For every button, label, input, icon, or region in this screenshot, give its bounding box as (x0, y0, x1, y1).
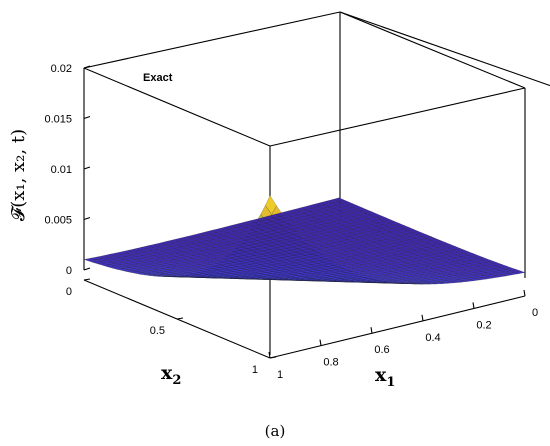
x1-tick-label: 0.8 (323, 357, 338, 369)
z-tick-mark (83, 166, 91, 170)
z-tick-mark (83, 216, 91, 221)
box-edge-back-top-left (83, 11, 341, 69)
x1-tick-label: 0.6 (374, 344, 389, 356)
x1-tick-label: 0 (532, 307, 538, 319)
x2-tick-label: 0 (66, 286, 72, 298)
figure-caption: (a) (265, 422, 286, 440)
x2-axis-label: x2 (161, 362, 181, 388)
x1-axis-label: x1 (375, 364, 395, 390)
x1-tick-label: 0.4 (425, 332, 440, 344)
box-edge-back-top-right (339, 11, 550, 87)
x2-tick-mark (176, 317, 184, 320)
box-edge-top-back-right (339, 11, 526, 89)
x1-tick-mark (523, 289, 526, 297)
surface-mesh (83, 195, 526, 285)
plot-box-floor (83, 279, 526, 359)
z-axis-label: 𝓕(x₁, x₂, t) (8, 129, 29, 221)
x1-axis-label-sub: 1 (386, 375, 395, 390)
z-tick-label: 0.01 (51, 164, 72, 176)
surface-patch (83, 258, 96, 262)
z-tick-label: 0 (66, 265, 72, 277)
z-tick-mark (83, 65, 91, 69)
z-tick-mark (83, 267, 91, 271)
box-edge-top-front-left (83, 67, 271, 147)
z-tick-mark (83, 115, 91, 120)
x2-tick-mark (83, 278, 91, 281)
x2-axis-label-base: x (161, 362, 173, 384)
x1-axis-line (269, 295, 526, 359)
x1-tick-label: 0.2 (476, 319, 491, 331)
x1-tick-mark (472, 302, 475, 309)
x1-tick-label: 1 (277, 369, 283, 381)
tick-marks: 0 0.005 0.01 0.015 0.02 0 0.2 0.4 0.6 0.8 1 0 0.5 1 (44, 63, 538, 381)
z-tick-label: 0.015 (44, 114, 72, 126)
z-tick-label: 0.02 (51, 63, 72, 75)
annotation-exact: Exact (143, 72, 173, 84)
x2-tick-mark (269, 356, 277, 359)
x1-tick-mark (370, 327, 373, 334)
z-tick-label: 0.005 (44, 215, 72, 227)
x2-tick-label: 0.5 (150, 325, 165, 337)
x1-axis-label-base: x (375, 364, 387, 386)
x1-tick-mark (421, 314, 424, 321)
x1-tick-mark (268, 351, 271, 359)
box-edge-top-front-right (269, 87, 526, 147)
x1-tick-mark (319, 339, 322, 346)
x2-tick-label: 1 (252, 364, 258, 376)
x2-axis-label-sub: 2 (172, 373, 181, 388)
plot-box-back (83, 11, 550, 355)
